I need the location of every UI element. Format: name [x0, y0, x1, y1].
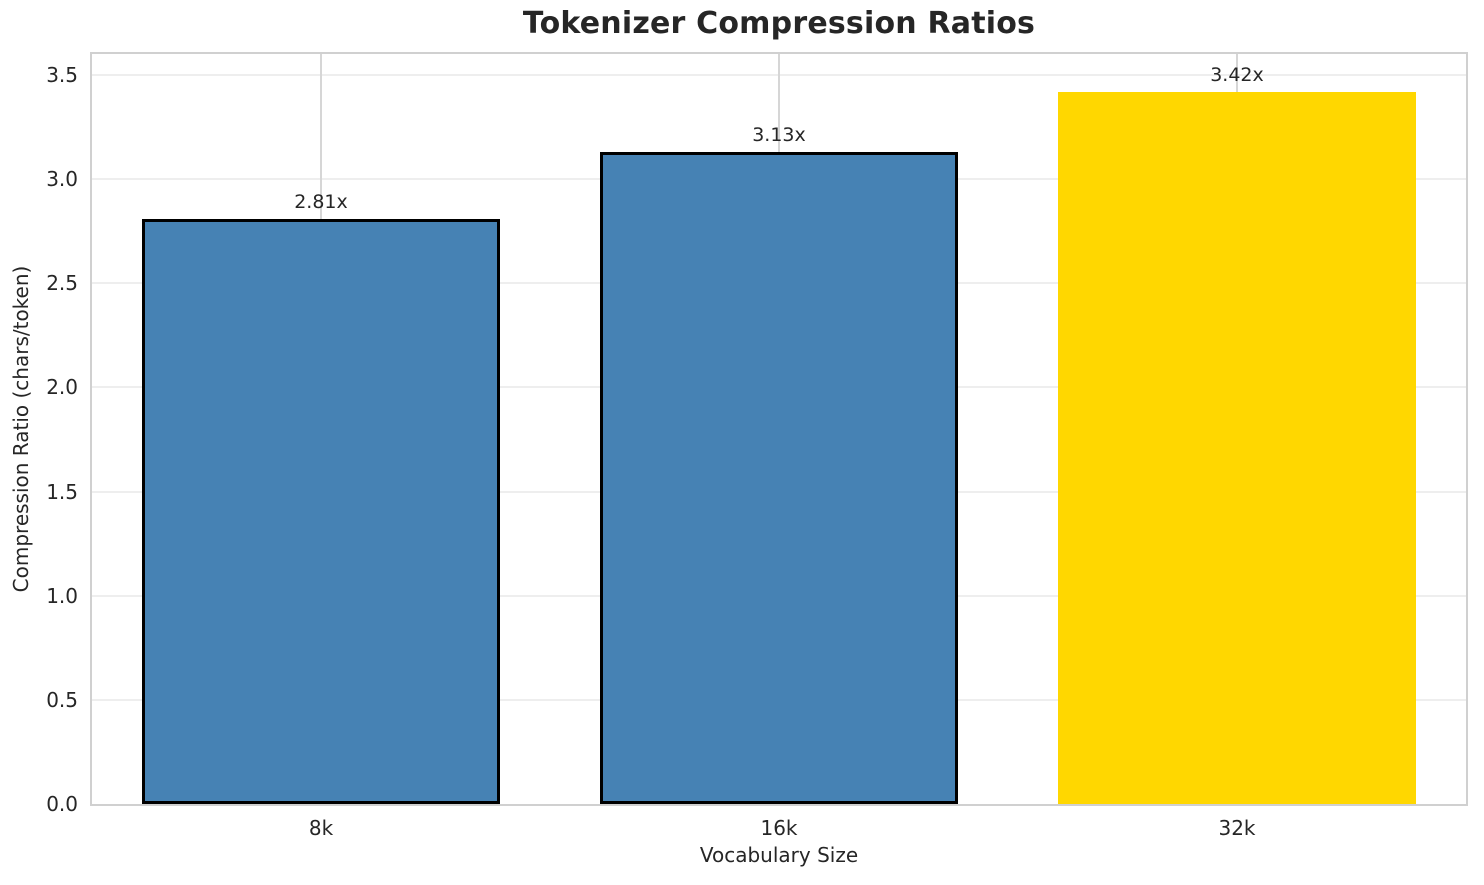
- x-tick-label: 8k: [308, 816, 334, 840]
- bar: [142, 218, 500, 804]
- x-tick-label: 16k: [760, 816, 798, 840]
- x-tick-label: 32k: [1218, 816, 1256, 840]
- y-tick-label: 2.5: [46, 271, 78, 296]
- bar-value-label: 2.81x: [294, 190, 348, 213]
- y-tick-label: 0.5: [46, 687, 78, 712]
- bar-value-label: 3.13x: [752, 123, 806, 146]
- y-tick-label: 1.5: [46, 479, 78, 504]
- bar: [600, 151, 958, 804]
- x-axis-label: Vocabulary Size: [699, 843, 859, 867]
- y-axis-label: Compression Ratio (chars/token): [9, 265, 33, 593]
- plot-area: 2.81x 3.13x 3.42x: [90, 52, 1468, 806]
- y-tick-label: 1.0: [46, 583, 78, 608]
- bar: [1058, 91, 1416, 804]
- y-tick-label: 2.0: [46, 375, 78, 400]
- y-tick-label: 3.5: [46, 62, 78, 87]
- y-tick-label: 3.0: [46, 167, 78, 191]
- y-tick-label: 0.0: [46, 792, 78, 816]
- bar-value-label: 3.42x: [1210, 63, 1264, 86]
- chart-title: Tokenizer Compression Ratios: [522, 6, 1036, 41]
